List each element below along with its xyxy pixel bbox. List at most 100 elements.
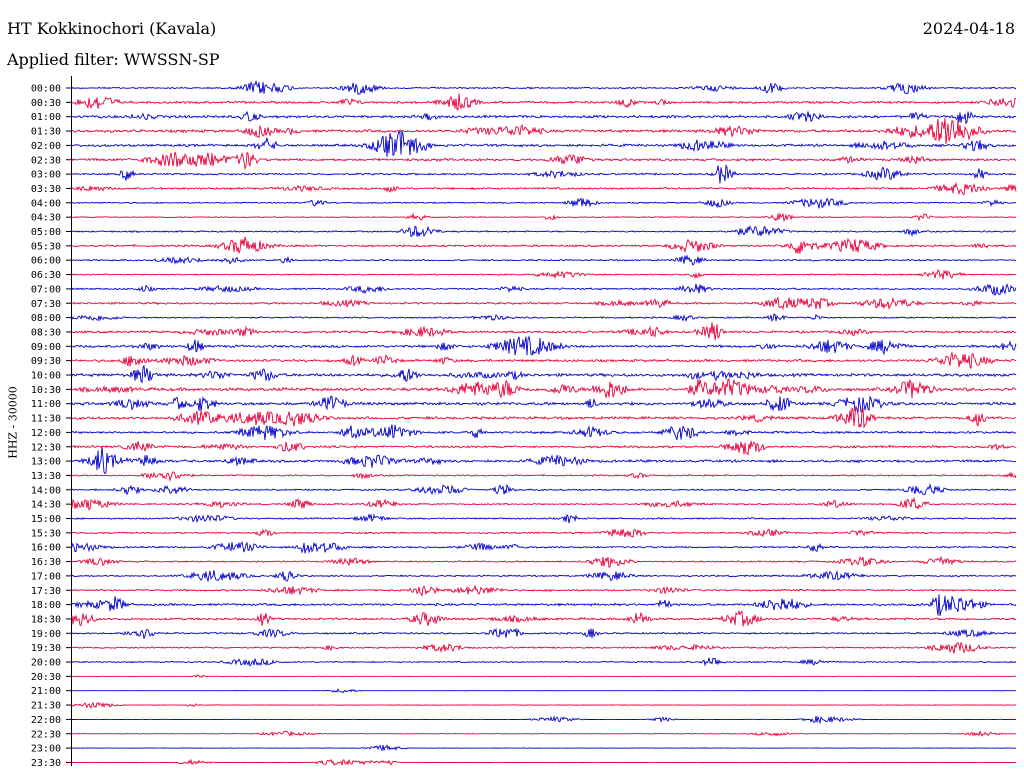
trace-2000	[71, 657, 1017, 667]
time-label: 03:00	[31, 170, 61, 181]
time-label: 12:00	[31, 428, 61, 439]
time-label: 14:00	[31, 485, 61, 496]
trace-0300	[71, 163, 1017, 184]
trace-0100	[71, 110, 1017, 125]
time-label: 00:00	[31, 84, 61, 95]
time-label: 10:00	[31, 371, 61, 382]
time-label: 21:30	[31, 701, 61, 712]
time-label: 16:00	[31, 543, 61, 554]
trace-1500	[71, 513, 1017, 524]
time-label: 01:00	[31, 112, 61, 123]
trace-0930	[71, 351, 1016, 370]
time-label: 10:30	[31, 385, 61, 396]
time-label: 21:00	[31, 686, 61, 697]
trace-0830	[71, 322, 1017, 341]
time-label: 13:30	[31, 471, 61, 482]
trace-1830	[71, 609, 1017, 627]
time-label: 00:30	[31, 98, 61, 109]
trace-1700	[71, 570, 1017, 583]
time-label: 20:00	[31, 658, 61, 669]
trace-1130	[71, 405, 1017, 429]
trace-0630	[71, 269, 1017, 280]
trace-0030	[71, 93, 1016, 111]
trace-0230	[71, 151, 1017, 170]
time-label: 13:00	[31, 457, 61, 468]
trace-0200	[71, 130, 1017, 157]
trace-1200	[71, 424, 1017, 441]
trace-0500	[71, 225, 1017, 238]
time-label: 11:00	[31, 399, 61, 410]
trace-2130	[71, 701, 1017, 709]
time-label: 18:00	[31, 600, 61, 611]
trace-0330	[71, 181, 1017, 196]
trace-1730	[71, 584, 1017, 597]
time-label: 20:30	[31, 672, 61, 683]
y-axis-line	[71, 76, 72, 766]
trace-2230	[71, 730, 1017, 737]
time-label: 06:30	[31, 270, 61, 281]
time-label: 05:00	[31, 227, 61, 238]
time-label: 06:00	[31, 256, 61, 267]
time-label: 09:30	[31, 356, 61, 367]
time-label: 05:30	[31, 241, 61, 252]
date-label: 2024-04-18	[922, 19, 1015, 38]
trace-1900	[71, 627, 1017, 639]
time-label: 11:30	[31, 414, 61, 425]
time-label: 04:30	[31, 213, 61, 224]
trace-1530	[71, 528, 1017, 538]
trace-1630	[71, 555, 1017, 568]
time-label: 19:30	[31, 643, 61, 654]
time-label: 02:30	[31, 155, 61, 166]
trace-2330	[71, 758, 1017, 766]
trace-2200	[71, 715, 1016, 725]
trace-0530	[71, 236, 1017, 255]
trace-1930	[71, 642, 1016, 654]
trace-0000	[71, 79, 1017, 95]
time-label: 04:00	[31, 198, 61, 209]
trace-1300	[71, 446, 1017, 475]
trace-1230	[71, 440, 1017, 456]
time-label: 01:30	[31, 127, 61, 138]
time-label: 07:00	[31, 284, 61, 295]
trace-0900	[71, 335, 1017, 356]
trace-1330	[71, 471, 1017, 483]
trace-1600	[71, 541, 1017, 554]
time-label: 23:30	[31, 758, 61, 769]
time-label: 08:00	[31, 313, 61, 324]
time-label: 23:00	[31, 744, 61, 755]
time-label: 16:30	[31, 557, 61, 568]
trace-0130	[71, 117, 1017, 145]
time-label: 18:30	[31, 614, 61, 625]
trace-0800	[71, 313, 1017, 322]
time-label: 19:00	[31, 629, 61, 640]
trace-1430	[71, 496, 1017, 511]
station-title: HT Kokkinochori (Kavala)	[7, 19, 217, 38]
trace-1030	[71, 378, 1017, 399]
trace-1000	[71, 364, 1017, 384]
trace-0400	[71, 197, 1017, 209]
trace-0700	[71, 282, 1017, 297]
time-label: 09:00	[31, 342, 61, 353]
time-label: 15:00	[31, 514, 61, 525]
time-label: 15:30	[31, 528, 61, 539]
time-label: 07:30	[31, 299, 61, 310]
trace-0430	[71, 212, 1017, 223]
trace-1100	[71, 395, 1017, 413]
trace-1800	[71, 594, 1017, 616]
time-label: 22:30	[31, 729, 61, 740]
time-label: 14:30	[31, 500, 61, 511]
trace-0600	[71, 254, 1017, 266]
filter-label: Applied filter: WWSSN-SP	[7, 50, 220, 69]
time-label: 02:00	[31, 141, 61, 152]
time-label: 17:00	[31, 571, 61, 582]
trace-2100	[72, 688, 1016, 694]
time-label: 22:00	[31, 715, 61, 726]
trace-2030	[71, 674, 1017, 678]
trace-1400	[71, 483, 1017, 496]
time-label: 12:30	[31, 442, 61, 453]
time-label: 17:30	[31, 586, 61, 597]
trace-0730	[71, 296, 1017, 311]
trace-2300	[71, 744, 1016, 752]
time-label: 08:30	[31, 327, 61, 338]
